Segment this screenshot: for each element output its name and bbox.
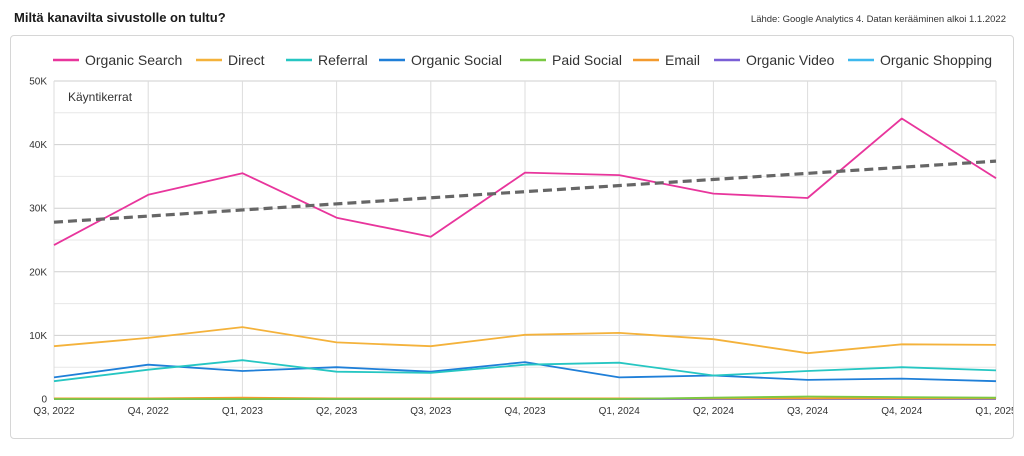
legend-item-organic-search[interactable]: Organic Search	[85, 52, 182, 68]
legend-item-email[interactable]: Email	[665, 52, 700, 68]
y-tick-label: 40K	[29, 140, 47, 151]
series-line-referral	[53, 359, 997, 383]
metric-label: Käyntikerrat	[68, 90, 133, 104]
source-note: Lähde: Google Analytics 4. Datan keräämi…	[750, 14, 1006, 25]
y-tick-label: 10K	[29, 331, 47, 342]
x-tick-label: Q1, 2023	[222, 406, 264, 417]
y-tick-label: 20K	[29, 267, 47, 278]
y-tick-label: 0	[41, 395, 47, 406]
x-tick-label: Q4, 2024	[881, 406, 923, 417]
series-line-paid-social	[54, 395, 997, 400]
chart-card: 0 10K 20K 30K 40K 50K Q3, 2022 Q4, 2022 Q1, 2023…	[10, 35, 1014, 439]
chart-title: Miltä kanavilta sivustolle on tultu?	[14, 10, 226, 25]
series-line-direct	[53, 326, 997, 355]
x-tick-label: Q1, 2024	[599, 406, 641, 417]
x-tick-label: Q1, 2025	[975, 406, 1013, 417]
legend-item-organic-social[interactable]: Organic Social	[411, 52, 502, 68]
x-tick-label: Q3, 2023	[410, 406, 452, 417]
x-tick-label: Q2, 2023	[316, 406, 358, 417]
legend-item-paid-social[interactable]: Paid Social	[552, 52, 622, 68]
x-tick-label: Q3, 2024	[787, 406, 829, 417]
y-tick-label: 50K	[29, 77, 47, 88]
line-chart: 0 10K 20K 30K 40K 50K Q3, 2022 Q4, 2022 Q1, 2023…	[29, 52, 1013, 417]
legend-item-direct[interactable]: Direct	[228, 52, 265, 68]
x-tick-label: Q4, 2023	[504, 406, 546, 417]
x-tick-label: Q2, 2024	[693, 406, 735, 417]
x-tick-label: Q4, 2022	[128, 406, 170, 417]
legend-item-organic-video[interactable]: Organic Video	[746, 52, 835, 68]
x-tick-label: Q3, 2022	[33, 406, 75, 417]
y-tick-label: 30K	[29, 204, 47, 215]
legend-item-organic-shopping[interactable]: Organic Shopping	[880, 52, 992, 68]
legend-item-referral[interactable]: Referral	[318, 52, 368, 68]
series-line-organic-social	[53, 361, 997, 383]
trendline	[53, 159, 997, 224]
